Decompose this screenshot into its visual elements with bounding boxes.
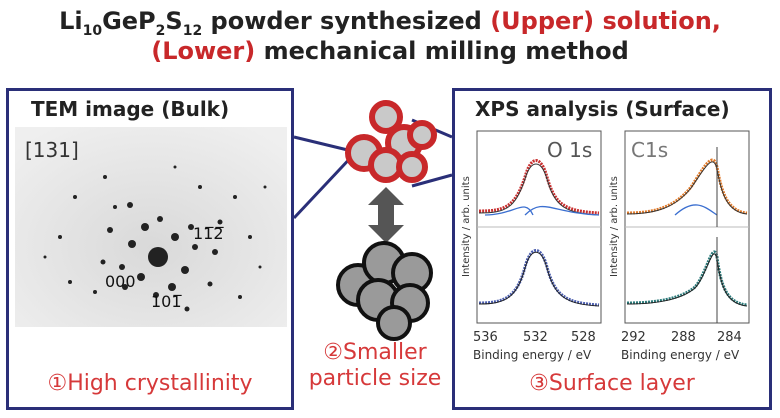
middle-caption: ②Smaller particle size (300, 340, 450, 392)
middle-caption-line1: ②Smaller (323, 340, 427, 365)
double-arrow-icon (368, 187, 404, 243)
tem-zone-axis: [131] (25, 138, 79, 162)
tem-panel-title: TEM image (Bulk) (31, 97, 230, 121)
xps-xtick-c-1: 288 (671, 330, 696, 345)
xps-label-o1s: O 1s (547, 138, 592, 162)
xps-xtick-c-0: 292 (621, 330, 646, 345)
xps-xtick-c-2: 284 (717, 330, 742, 345)
tem-diffraction-image: [131] 11̅2̅ 000 101̅ (15, 127, 287, 327)
xps-label-c1s: C1s (631, 138, 668, 162)
xps-spectra: O 1s C1s Intensity / arb. units Intensit… (461, 130, 750, 362)
tem-spot-112: 11̅2̅ (193, 224, 225, 243)
milling-particles (336, 241, 433, 341)
xps-xtick-o-2: 528 (571, 330, 596, 345)
particles-illustration (336, 100, 437, 341)
xps-caption: ③Surface layer (529, 371, 695, 396)
middle-caption-line2: particle size (308, 366, 442, 391)
tem-spot-101: 101̅ (151, 292, 183, 311)
xps-ylabel-left: Intensity / arb. units (461, 176, 472, 277)
tem-caption: ①High crystallinity (47, 371, 253, 396)
xps-xtick-o-0: 536 (473, 330, 498, 345)
xps-ylabel-right: Intensity / arb. units (609, 176, 620, 277)
solution-particles (345, 100, 437, 183)
figure-title-line1: Li10GeP2S12 powder synthesized (Upper) s… (59, 7, 721, 39)
xps-xlabel-left: Binding energy / eV (473, 348, 592, 362)
xps-xlabel-right: Binding energy / eV (621, 348, 740, 362)
xps-panel-title: XPS analysis (Surface) (475, 97, 730, 121)
tem-panel: TEM image (Bulk) (6, 88, 294, 410)
xps-xtick-o-1: 532 (523, 330, 548, 345)
title-highlight: (Upper) solution, (490, 7, 721, 35)
figure-title-line2: (Lower) mechanical milling method (151, 37, 629, 65)
xps-panel: XPS analysis (Surface) O 1s C1s Intensit… (452, 88, 772, 410)
tem-spot-000: 000 (105, 272, 136, 291)
